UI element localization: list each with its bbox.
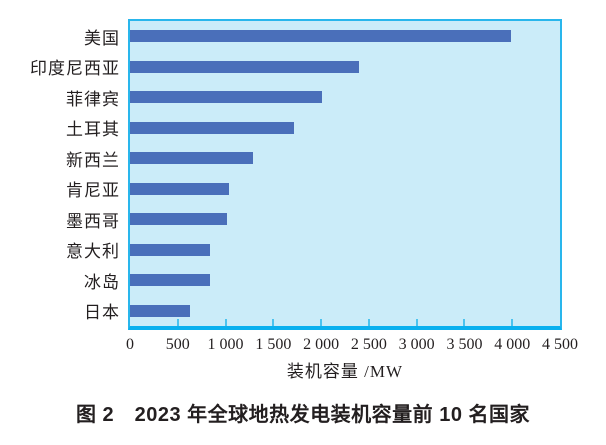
y-axis-label: 肯尼亚 bbox=[66, 181, 120, 201]
bar-row bbox=[130, 174, 560, 205]
bar bbox=[130, 30, 512, 43]
bar bbox=[130, 152, 254, 165]
x-tick-mark bbox=[415, 319, 418, 326]
bar bbox=[130, 121, 295, 134]
bar-row bbox=[130, 52, 560, 83]
figure-caption: 图 2 2023 年全球地热发电装机容量前 10 名国家 bbox=[75, 404, 531, 426]
x-tick-label: 4 000 bbox=[494, 336, 531, 353]
y-axis-label: 印度尼西亚 bbox=[30, 59, 120, 79]
y-axis-label: 菲律宾 bbox=[66, 89, 120, 109]
x-tick-mark bbox=[367, 319, 370, 326]
x-tick-label: 2 000 bbox=[303, 336, 340, 353]
bar-row bbox=[130, 143, 560, 174]
x-tick-mark bbox=[224, 319, 227, 326]
y-axis-label: 新西兰 bbox=[66, 150, 120, 170]
bar-row bbox=[130, 113, 560, 144]
y-axis-label: 冰岛 bbox=[84, 272, 120, 292]
x-tick-label: 1 000 bbox=[207, 336, 244, 353]
y-axis-label: 日本 bbox=[84, 303, 120, 323]
plot-area bbox=[128, 19, 562, 330]
bar-row bbox=[130, 235, 560, 266]
y-axis-label: 土耳其 bbox=[66, 120, 120, 140]
bar bbox=[130, 274, 211, 287]
x-axis-tick-labels: 0 500 1 000 1 500 2 000 2 500 3 000 3 500 4 000 4… bbox=[0, 336, 606, 356]
bar-rows bbox=[130, 21, 560, 326]
x-tick-label: 4 500 bbox=[542, 336, 578, 353]
bar-row bbox=[130, 265, 560, 296]
x-tick-mark bbox=[272, 319, 275, 326]
bar-row bbox=[130, 296, 560, 327]
x-tick-label: 3 000 bbox=[398, 336, 435, 353]
y-axis-label: 美国 bbox=[84, 28, 120, 48]
bar-row bbox=[130, 82, 560, 113]
x-tick-label: 500 bbox=[165, 336, 190, 353]
x-tick-mark bbox=[463, 319, 466, 326]
y-axis-label: 意大利 bbox=[66, 242, 120, 262]
bar bbox=[130, 91, 323, 104]
y-axis-labels: 美国印度尼西亚菲律宾土耳其新西兰肯尼亚墨西哥意大利冰岛日本 bbox=[0, 21, 120, 326]
x-tick-mark bbox=[320, 319, 323, 326]
bar-row bbox=[130, 204, 560, 235]
bar bbox=[130, 243, 211, 256]
y-axis-label: 墨西哥 bbox=[66, 211, 120, 231]
x-tick-label: 1 500 bbox=[255, 336, 292, 353]
x-tick-label: 2 500 bbox=[350, 336, 387, 353]
x-tick-label: 3 500 bbox=[446, 336, 483, 353]
x-tick-mark bbox=[176, 319, 179, 326]
bar bbox=[130, 213, 228, 226]
x-axis-title: 装机容量 /MW bbox=[286, 362, 404, 381]
bar bbox=[130, 182, 229, 195]
x-tick-label: 0 bbox=[126, 336, 134, 353]
bar bbox=[130, 304, 191, 317]
x-tick-mark bbox=[511, 319, 514, 326]
bar-row bbox=[130, 21, 560, 52]
bar bbox=[130, 60, 360, 73]
